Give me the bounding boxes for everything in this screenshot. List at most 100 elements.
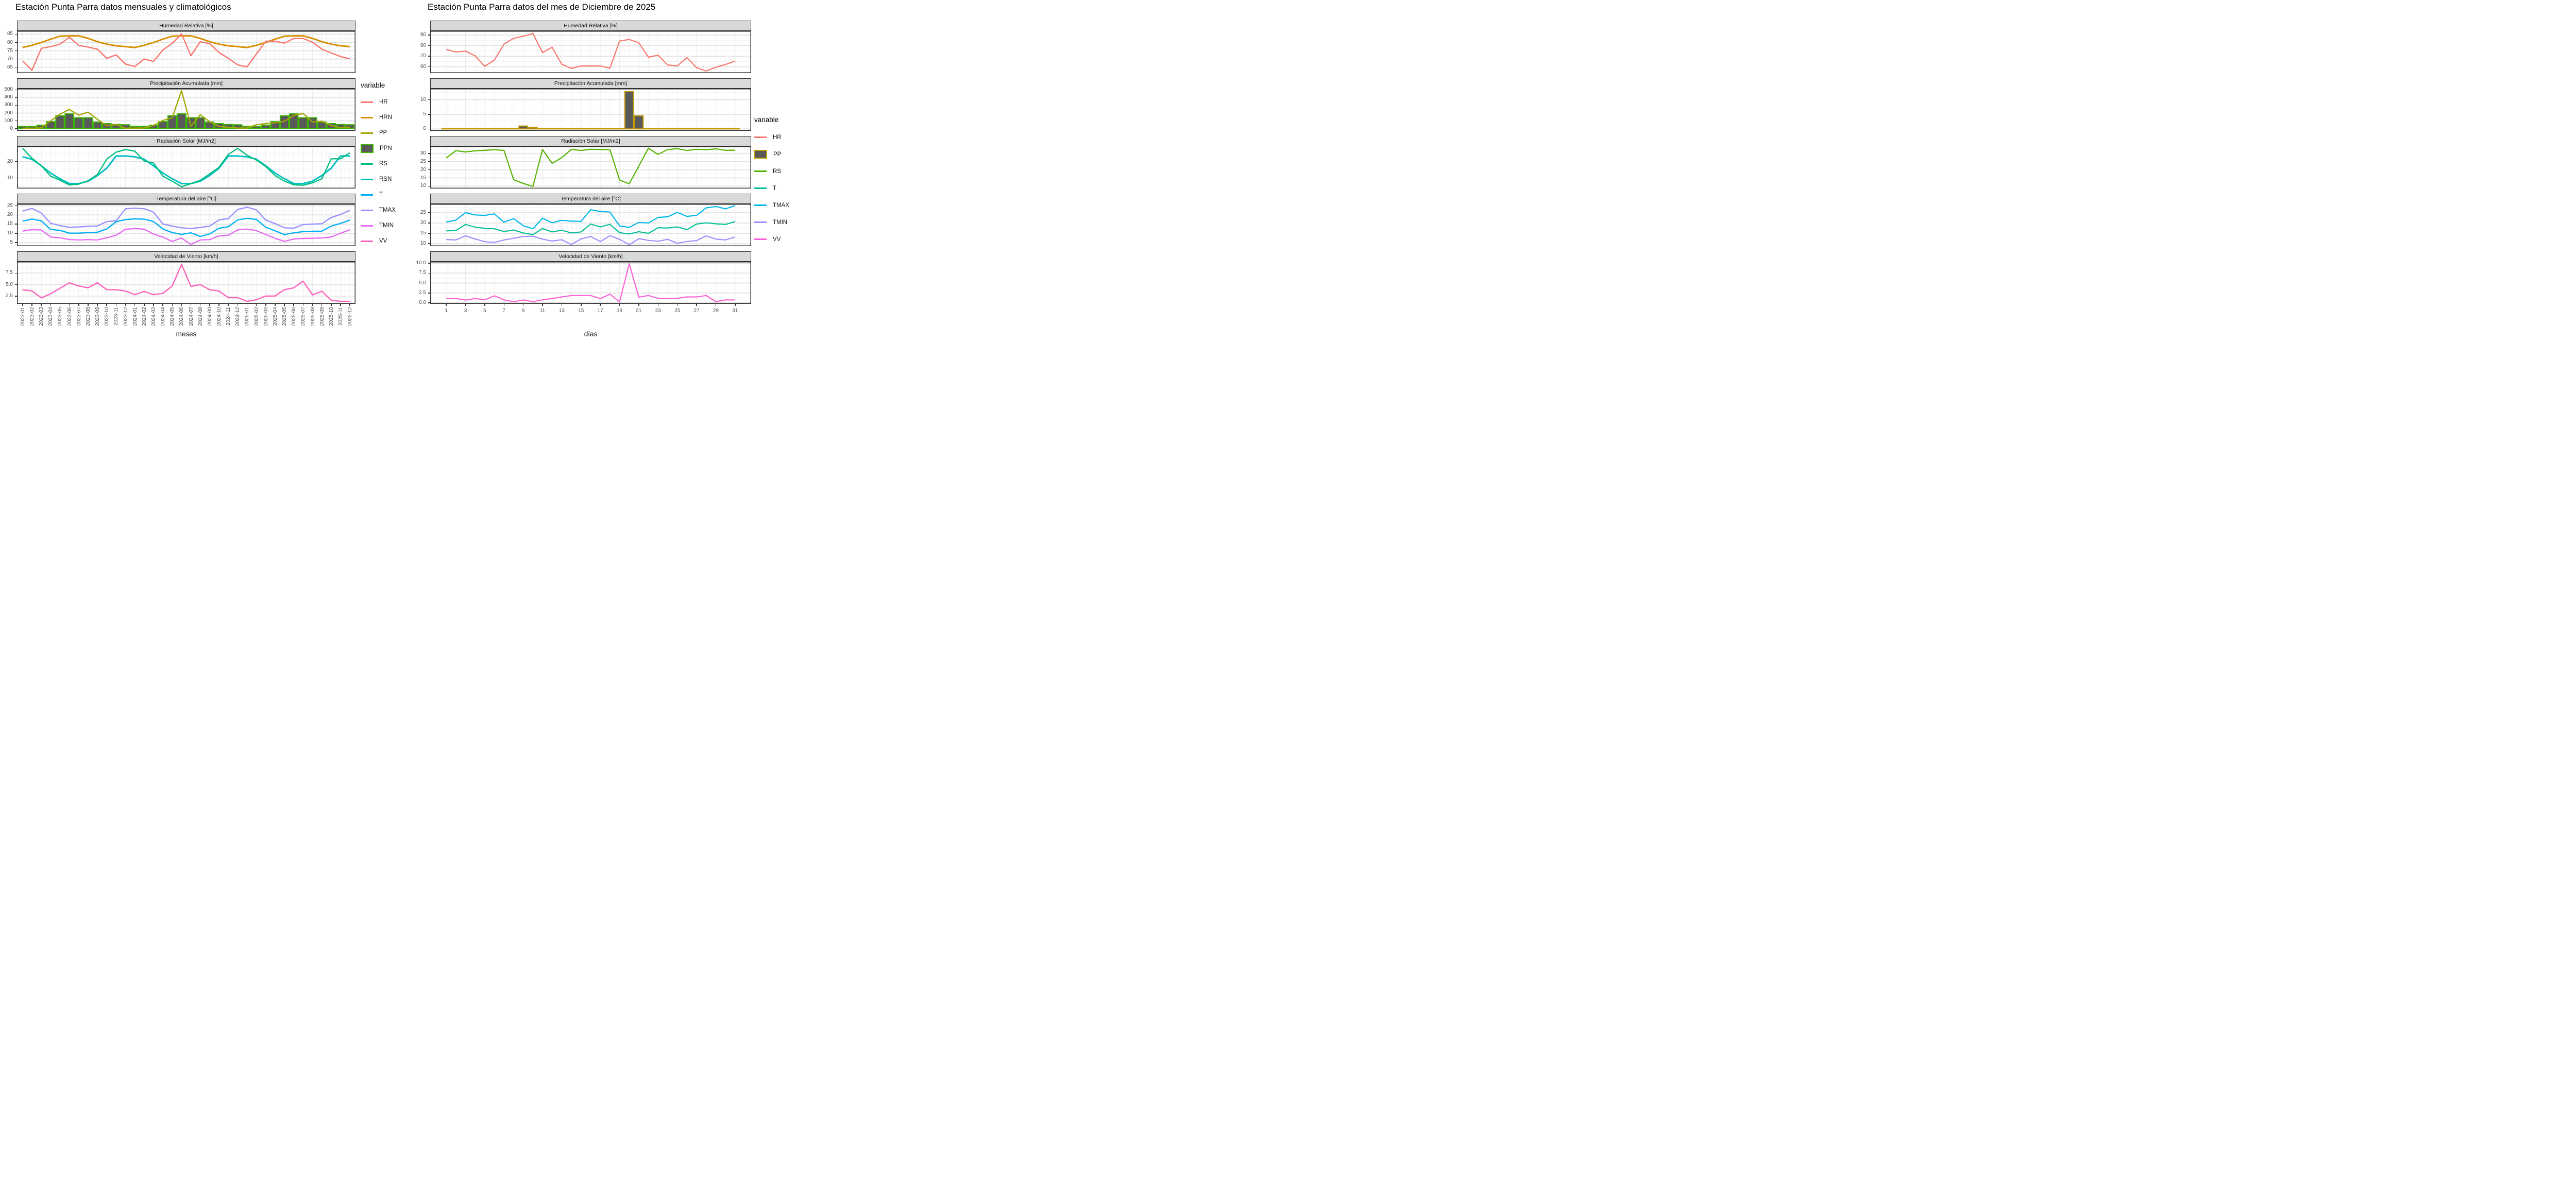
y-tick-mark [428, 293, 430, 294]
legend-label-TMIN: TMIN [379, 222, 394, 229]
x-tick-label: 2024-10 [216, 307, 223, 326]
bar-PPN [37, 124, 46, 129]
x-tick-label: 2024-04 [160, 307, 166, 326]
panel-canvas-1 [17, 89, 355, 131]
legend-entry-VV: VV [361, 233, 396, 249]
panel-strip-title: Radiación Solar [MJ/m2] [561, 138, 620, 144]
y-tick-mark [428, 233, 430, 234]
y-tick-mark [428, 153, 430, 154]
x-tick-label: 2023-06 [66, 307, 73, 326]
legend-label-T: T [773, 185, 777, 192]
panel-canvas-0 [17, 31, 355, 73]
legend-key-VV-line [754, 238, 767, 240]
climate-dashboard: Estación Punta Parra datos mensuales y c… [0, 0, 808, 341]
legend-entry-HR: HR [754, 129, 789, 146]
y-tick-mark [428, 114, 430, 115]
y-tick-mark [428, 66, 430, 67]
x-tick-mark [59, 304, 61, 306]
legend-label-RSN: RSN [379, 176, 392, 182]
bar-PP [528, 127, 538, 130]
legend-key-TMIN-line [361, 225, 373, 227]
panel-strip-title: Velocidad de Viento [km/h] [558, 253, 623, 260]
y-tick-label: 80 [420, 42, 426, 48]
legend-entry-RS: RS [754, 163, 789, 180]
legend-key-PP-bar [754, 150, 767, 159]
panel-plot [430, 31, 751, 73]
panel-strip: Radiación Solar [MJ/m2] [430, 136, 751, 146]
y-tick-label: 100 [4, 117, 13, 124]
panel-canvas-1 [430, 89, 751, 131]
y-tick-label: 70 [420, 53, 426, 59]
legend-label-HRN: HRN [379, 114, 392, 121]
x-tick-label: 2024-03 [150, 307, 157, 326]
legend-label-RS: RS [773, 168, 781, 175]
line-T [446, 221, 736, 235]
bar-PPN [167, 115, 177, 129]
line-HR [22, 33, 350, 71]
x-tick-label: 5 [483, 308, 486, 314]
x-tick-label: 2023-05 [57, 307, 63, 326]
line-RS [22, 147, 350, 187]
y-tick-label: 5.0 [419, 280, 426, 286]
x-tick-mark [312, 304, 313, 306]
panel-strip: Temperatura del aire [°C] [17, 194, 355, 204]
panel-strip-title: Temperatura del aire [°C] [156, 196, 216, 202]
panel-strip-title: Radiación Solar [MJ/m2] [157, 138, 216, 144]
panel-plot [430, 262, 751, 304]
x-tick-label: 17 [597, 308, 603, 314]
panel-border [17, 31, 355, 73]
legend-key-TMIN-line [754, 221, 767, 223]
x-tick-mark [638, 304, 639, 306]
y-tick-mark [15, 97, 17, 98]
x-tick-mark [484, 304, 485, 306]
y-tick-label: 5 [423, 111, 426, 117]
bar-PPN [55, 115, 65, 129]
x-tick-mark [340, 304, 341, 306]
y-tick-label: 500 [4, 87, 13, 93]
panel-strip: Precipitación Acumulada [mm] [430, 78, 751, 89]
x-tick-mark [657, 304, 659, 306]
x-tick-label: 2025-10 [328, 307, 334, 326]
x-tick-label: 2023-01 [20, 307, 26, 326]
line-HR [446, 32, 736, 72]
y-tick-label: 20 [420, 219, 426, 226]
legend-label-TMIN: TMIN [773, 219, 788, 226]
y-tick-label: 2.5 [419, 289, 426, 296]
x-tick-mark [715, 304, 717, 306]
x-tick-mark [162, 304, 163, 306]
x-tick-mark [115, 304, 117, 306]
x-tick-mark [228, 304, 229, 306]
bar-PPN [289, 113, 299, 129]
legend-entry-TMIN: TMIN [754, 214, 789, 231]
december-daily-chart: Estación Punta Parra datos del mes de Di… [406, 0, 808, 341]
y-tick-label: 300 [4, 102, 13, 108]
line-HRN [22, 35, 350, 48]
panel-border [430, 204, 751, 246]
y-tick-label: 10 [420, 96, 426, 102]
y-tick-mark [15, 161, 17, 162]
legend-key-PP-line [361, 132, 373, 134]
legend-label-PP: PP [773, 151, 782, 158]
legend-label-PP: PP [379, 130, 387, 136]
y-tick-mark [15, 33, 17, 35]
x-tick-label: 11 [539, 308, 546, 314]
y-tick-mark [15, 66, 17, 68]
panel-canvas-3 [430, 204, 751, 246]
x-tick-label: 2025-01 [244, 307, 250, 326]
line-TMIN [446, 235, 736, 246]
legend-entry-T: T [754, 180, 789, 197]
x-tick-mark [503, 304, 505, 306]
panel-plot [17, 31, 355, 73]
line-VV [22, 264, 350, 302]
y-tick-mark [428, 56, 430, 57]
y-tick-mark [15, 205, 17, 207]
x-tick-label: 2025-11 [337, 307, 344, 326]
y-tick-mark [15, 214, 17, 216]
legend-key-HR-line [754, 136, 767, 138]
x-tick-label: 2023-08 [85, 307, 91, 326]
x-tick-mark [209, 304, 210, 306]
chart-title-monthly: Estación Punta Parra datos mensuales y c… [15, 2, 231, 12]
legend-entry-PP: PP [754, 146, 789, 163]
bar-PPN [18, 126, 28, 129]
x-tick-mark [237, 304, 239, 306]
